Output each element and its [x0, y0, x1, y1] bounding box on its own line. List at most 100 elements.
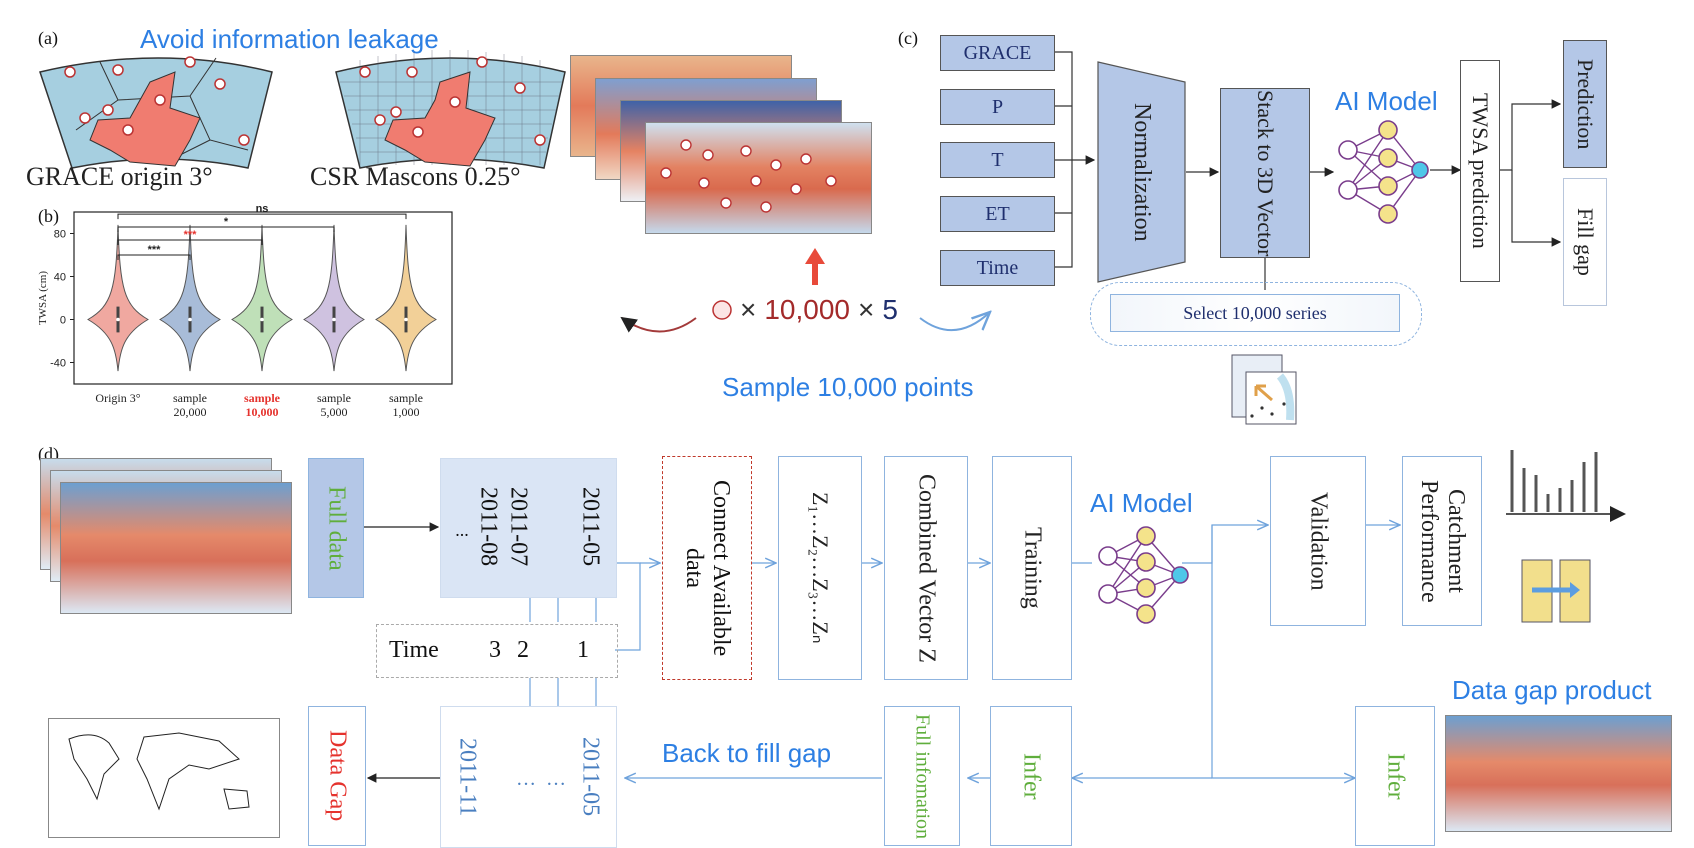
time-num-3: 3: [489, 637, 501, 663]
combined-vector-box: Combined Vector Z: [884, 456, 968, 680]
y-tick-label-3: 80: [54, 229, 66, 241]
stack-vector-box: Stack to 3D Vector: [1220, 88, 1310, 258]
validation-box: Validation: [1270, 456, 1366, 626]
significance-label-2: *: [224, 216, 229, 228]
significance-bracket-1: [117, 239, 263, 245]
back-to-fill-gap: Back to fill gap: [662, 738, 832, 768]
category-label-1-0: sample: [173, 391, 207, 405]
sampling-formula: × 10,000 × 5: [740, 294, 898, 326]
panel-b-letter: (b): [38, 206, 59, 226]
catchment-performance-box: Catchment Performance: [1402, 456, 1482, 626]
input-et: ET: [940, 196, 1055, 232]
date-2011-11-bottom: 2011-11: [454, 737, 481, 817]
panel-a-letter: (a): [38, 28, 58, 48]
violin-plot-frame: [73, 211, 453, 385]
violin-median-2: [260, 317, 264, 322]
sample-caption: Sample 10,000 points: [722, 372, 974, 402]
prediction-box: Prediction: [1563, 40, 1607, 168]
times-sign-2: ×: [858, 294, 875, 325]
time-box: Time 3 2 1: [376, 624, 618, 678]
time-num-1: 1: [577, 637, 589, 663]
category-label-0-0: Origin 3°: [95, 391, 140, 405]
date-2011-07-top: 2011-07: [505, 487, 532, 567]
stacked-map-4: [645, 122, 872, 234]
time-label: Time: [389, 637, 439, 663]
significance-bracket-2: [117, 226, 335, 233]
date-2011-05-top: 2011-05: [577, 487, 604, 567]
category-label-3-1: 5,000: [321, 405, 348, 419]
blank-world-map: [48, 718, 280, 838]
y-tick-label-2: 40: [54, 272, 66, 284]
significance-label-1: ***: [184, 229, 198, 241]
input-grace: GRACE: [940, 35, 1055, 71]
full-data-box: Full data: [308, 458, 364, 598]
violin-median-1: [188, 317, 192, 322]
z-sequence-box: Z₁…Z₂…Z₃…Zₙ: [778, 456, 862, 680]
normalization-label: Normalization: [1129, 102, 1155, 242]
time-num-2: 2: [517, 637, 529, 663]
training-box: Training: [992, 456, 1072, 680]
infer-box-left: Infer: [990, 706, 1072, 846]
full-data-map: [60, 482, 292, 614]
blank-map-outline: [68, 732, 250, 811]
dates-bottom-box: 2011-05 … … 2011-11: [440, 706, 617, 848]
panel-a-title: Avoid information leakage: [140, 24, 439, 54]
dates-top-box: 2011-05 2011-07 2011-08 ...: [440, 458, 617, 598]
infer-box-right: Infer: [1355, 706, 1435, 846]
violin-0: [87, 224, 149, 372]
y-axis-label: TWSA (cm): [37, 271, 49, 325]
violin-2: [231, 224, 293, 372]
input-t: T: [940, 142, 1055, 178]
connect-available-box: Connect Available data: [662, 456, 752, 680]
grace-origin-label: GRACE origin 3°: [26, 162, 213, 191]
input-p: P: [940, 89, 1055, 125]
sample-points: [660, 139, 837, 213]
violin-1: [159, 224, 221, 372]
significance-bracket-3: [117, 213, 407, 220]
select-series-frame: [1090, 282, 1422, 346]
dates-ellipsis-top: ...: [455, 519, 469, 540]
violin-median-3: [332, 317, 336, 322]
times-sign: ×: [740, 294, 757, 325]
violin-median-0: [116, 317, 120, 322]
panel-c-letter: (c): [898, 28, 918, 48]
violin-3: [303, 224, 365, 372]
y-tick-label-1: 0: [60, 315, 66, 327]
violin-4: [375, 224, 437, 372]
significance-label-0: ***: [148, 244, 162, 256]
category-label-4-0: sample: [389, 391, 423, 405]
dates-ellipsis-bottom-1: …: [546, 767, 566, 790]
sample-count: 10,000: [764, 294, 850, 325]
data-gap-product-title: Data gap product: [1452, 675, 1652, 705]
sample-factor: 5: [882, 294, 898, 325]
violin-median-4: [404, 317, 408, 322]
category-label-1-1: 20,000: [174, 405, 207, 419]
full-information-box: Full infomation: [884, 706, 960, 846]
significance-bracket-0: [117, 254, 191, 260]
data-gap-box: Data Gap: [308, 706, 366, 846]
date-2011-05-bottom: 2011-05: [577, 737, 604, 817]
ai-model-title-c: AI Model: [1335, 86, 1438, 116]
fill-gap-box: Fill gap: [1563, 178, 1607, 306]
twsa-prediction-box: TWSA prediction: [1460, 60, 1500, 282]
category-label-2-1: 10,000: [246, 405, 279, 419]
category-label-2-0: sample: [244, 391, 281, 405]
dates-ellipsis-bottom-2: …: [516, 767, 536, 790]
category-label-3-0: sample: [317, 391, 351, 405]
data-gap-product-map: [1445, 715, 1672, 832]
csr-mascons-label: CSR Mascons 0.25°: [310, 162, 521, 191]
category-label-4-1: 1,000: [393, 405, 420, 419]
select-series-box: Select 10,000 series: [1110, 294, 1400, 332]
input-time: Time: [940, 250, 1055, 286]
y-tick-label-0: -40: [50, 358, 66, 370]
date-2011-08-top: 2011-08: [475, 487, 502, 567]
